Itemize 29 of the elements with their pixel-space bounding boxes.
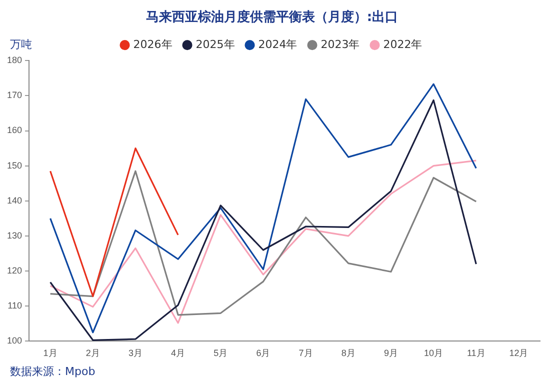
x-tick-label: 12月 (509, 348, 528, 358)
legend-label: 2025年 (196, 38, 235, 51)
x-tick-label: 7月 (298, 348, 313, 358)
chart-title: 马来西亚棕油月度供需平衡表（月度）:出口 (146, 9, 398, 26)
x-tick-label: 6月 (256, 348, 270, 358)
x-tick-label: 5月 (214, 348, 228, 358)
y-tick-label: 110 (8, 300, 22, 311)
y-tick-label: 180 (6, 55, 22, 66)
source-note: 数据来源：Mpob (10, 364, 96, 379)
x-tick-label: 2月 (86, 348, 100, 358)
y-tick-label: 160 (6, 125, 22, 136)
x-tick-label: 11月 (466, 348, 486, 358)
x-tick-label: 3月 (128, 348, 142, 358)
legend-label: 2026年 (133, 38, 172, 51)
x-tick-label: 8月 (341, 348, 356, 358)
x-tick-label: 9月 (384, 348, 398, 358)
y-tick-label: 170 (6, 90, 22, 100)
y-tick-label: 100 (6, 336, 22, 346)
y-axis-title: 万吨 (10, 38, 32, 51)
legend-label: 2022年 (383, 38, 422, 51)
x-tick-label: 4月 (171, 348, 186, 358)
y-tick-label: 120 (6, 266, 22, 276)
legend-label: 2024年 (258, 38, 298, 51)
y-tick-label: 130 (6, 230, 22, 240)
legend-label: 2023年 (320, 38, 360, 51)
x-tick-label: 1月 (43, 348, 58, 358)
y-tick-label: 140 (6, 195, 22, 206)
y-tick-label: 150 (6, 160, 22, 170)
x-tick-label: 10月 (424, 348, 444, 358)
